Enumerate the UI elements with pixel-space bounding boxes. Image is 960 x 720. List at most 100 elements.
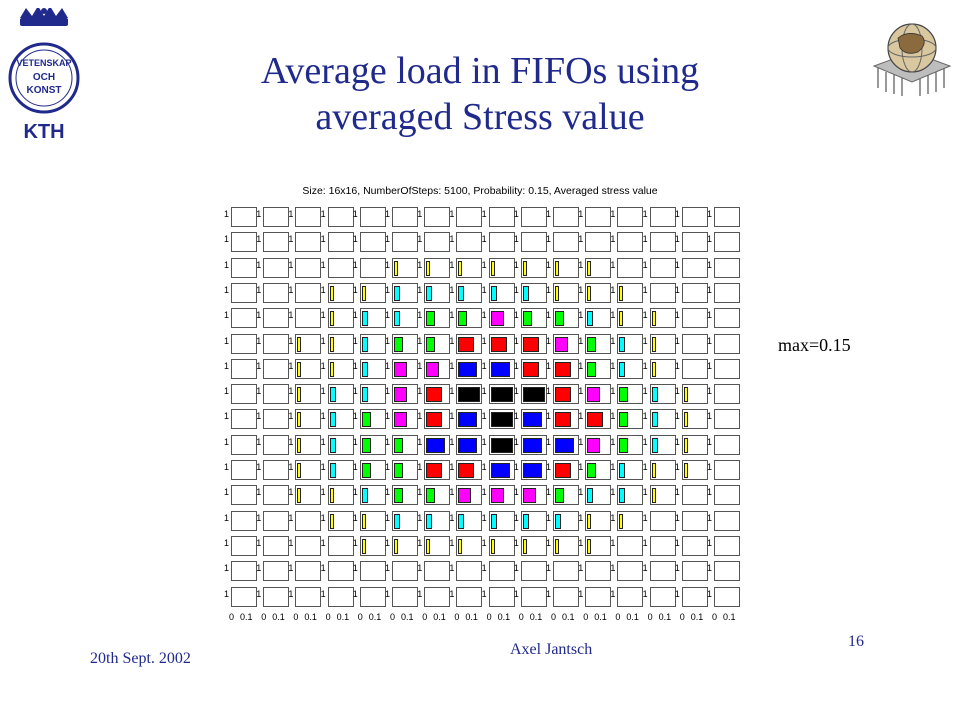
- fifo-cell: 1: [288, 232, 322, 253]
- fifo-cell: 1: [675, 257, 708, 278]
- y-tick-label: 1: [449, 537, 455, 548]
- load-bar: [555, 336, 568, 352]
- fifo-cell: 1: [288, 308, 322, 329]
- fifo-cell: 1: [321, 308, 354, 329]
- y-tick-label: 1: [449, 360, 455, 371]
- load-bar: [587, 538, 592, 554]
- load-bar: [297, 361, 302, 377]
- y-tick-label: 1: [320, 284, 326, 295]
- footer-date: 20th Sept. 2002: [90, 650, 191, 667]
- y-tick-label: 1: [610, 436, 616, 447]
- fifo-cell: 1: [353, 232, 386, 253]
- x-tick-label: 0.1: [465, 612, 478, 622]
- fifo-cell: 1: [675, 384, 708, 405]
- load-bar: [587, 412, 604, 428]
- fifo-cell: 1: [707, 460, 740, 480]
- y-tick-label: 1: [449, 436, 455, 447]
- fifo-cell: 1: [610, 460, 644, 480]
- load-bar: [361, 412, 371, 428]
- fifo-cell: 1: [546, 232, 579, 253]
- y-tick-label: 1: [352, 360, 358, 371]
- load-bar: [361, 538, 366, 554]
- y-tick-label: 1: [674, 386, 680, 397]
- y-tick-label: 1: [546, 386, 552, 397]
- load-bar: [490, 387, 513, 403]
- fifo-cell: 1: [546, 257, 579, 278]
- y-tick-label: 1: [224, 335, 230, 346]
- y-tick-label: 1: [417, 234, 423, 245]
- fifo-cell: 1: [707, 485, 740, 506]
- x-tick-label: 0: [229, 612, 235, 622]
- y-tick-label: 1: [449, 411, 455, 422]
- load-bar: [490, 336, 507, 352]
- y-tick-label: 1: [481, 487, 487, 498]
- y-tick-label: 1: [385, 588, 391, 599]
- y-tick-label: 1: [417, 512, 423, 523]
- y-tick-label: 1: [417, 386, 423, 397]
- y-tick-label: 1: [513, 234, 519, 245]
- x-tick-label: 0: [583, 612, 589, 622]
- y-tick-label: 1: [449, 335, 455, 346]
- fifo-cell: 1: [546, 333, 579, 354]
- fifo-cell: 1: [385, 333, 418, 354]
- y-tick-label: 1: [352, 284, 358, 295]
- load-bar: [361, 513, 366, 529]
- fifo-cell: 1: [546, 535, 579, 556]
- load-bar: [587, 488, 594, 504]
- fifo-cell: 1: [353, 207, 386, 227]
- y-tick-label: 1: [642, 335, 648, 346]
- y-tick-label: 1: [288, 563, 294, 574]
- y-tick-label: 1: [674, 259, 680, 270]
- fifo-cell: 1: [256, 232, 290, 253]
- y-tick-label: 1: [385, 259, 391, 270]
- fifo-cell: 1: [675, 308, 708, 329]
- y-tick-label: 1: [546, 588, 552, 599]
- y-tick-label: 1: [642, 563, 648, 574]
- slide-title-line-1: Average load in FIFOs using: [260, 50, 700, 92]
- y-tick-label: 1: [256, 259, 262, 270]
- load-bar: [619, 412, 629, 428]
- fifo-cell: 1: [353, 282, 386, 303]
- y-tick-label: 1: [352, 335, 358, 346]
- fifo-cell: 1: [417, 434, 451, 455]
- y-tick-label: 1: [513, 537, 519, 548]
- load-bar: [361, 311, 368, 327]
- fifo-cell: 1: [578, 460, 612, 480]
- y-tick-label: 1: [642, 209, 648, 219]
- fifo-cell: 1: [643, 358, 676, 379]
- load-bar: [522, 361, 539, 377]
- y-tick-label: 1: [417, 462, 423, 472]
- y-tick-label: 1: [256, 411, 262, 422]
- load-bar: [426, 412, 443, 428]
- y-tick-label: 1: [417, 487, 423, 498]
- load-bar: [426, 361, 440, 377]
- fifo-cell: 1: [546, 586, 579, 607]
- y-tick-label: 1: [256, 537, 262, 548]
- y-tick-label: 1: [610, 335, 616, 346]
- load-bar: [651, 387, 658, 403]
- fifo-cell: 1: [546, 308, 579, 329]
- load-bar: [587, 361, 597, 377]
- fifo-cell: 1: [353, 510, 386, 531]
- fifo-cell: 1: [288, 485, 322, 506]
- load-bar: [329, 285, 334, 301]
- y-tick-label: 1: [513, 386, 519, 397]
- load-bar: [426, 311, 436, 327]
- x-tick-label: 0: [615, 612, 621, 622]
- y-tick-label: 1: [674, 284, 680, 295]
- fifo-cell: 1: [256, 409, 290, 430]
- fifo-cell: 1: [514, 485, 547, 506]
- y-tick-label: 1: [578, 209, 584, 219]
- fifo-cell: 1: [707, 333, 740, 354]
- load-bar: [490, 488, 504, 504]
- load-bar: [683, 437, 688, 453]
- y-tick-label: 1: [546, 537, 552, 548]
- fifo-cell: 1: [482, 535, 515, 556]
- fifo-cell: 1: [675, 561, 708, 582]
- fifo-cell: 1: [643, 384, 676, 405]
- load-bar: [458, 463, 475, 478]
- fifo-cell: 1: [353, 308, 386, 329]
- y-tick-label: 1: [288, 234, 294, 245]
- y-tick-label: 1: [513, 209, 519, 219]
- fifo-cell: 1: [321, 485, 354, 506]
